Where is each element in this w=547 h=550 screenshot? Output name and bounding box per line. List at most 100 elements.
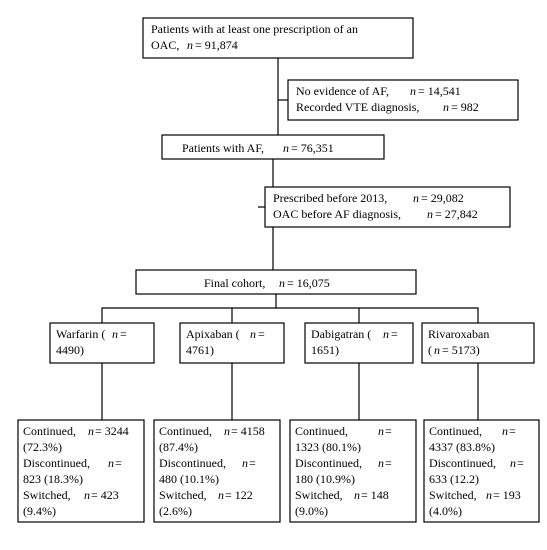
node-excl1-text-5: = 982 <box>451 100 479 114</box>
node-apix_out-text-5: n <box>242 456 248 470</box>
node-excl1-text-1: n <box>410 84 416 98</box>
node-dabi-text-3: 1651) <box>311 343 339 357</box>
node-excl2: Prescribed before 2013, n = 29,082 OAC be… <box>265 187 510 227</box>
node-excl1-text-0: No evidence of AF, <box>296 84 389 98</box>
node-dabi_out-text-5: n <box>378 456 384 470</box>
node-excl2-text-2: = 29,082 <box>421 191 464 205</box>
patient-flowchart: Patients with at least one prescription … <box>0 0 547 550</box>
node-excl1-text-2: = 14,541 <box>418 84 461 98</box>
node-warf-text-1: n <box>112 327 118 341</box>
node-dabi_out-text-2: = <box>385 424 392 438</box>
node-dabi_out-text-8: Switched, <box>295 488 343 502</box>
node-riva_out-text-7: 633 (12.2) <box>429 472 479 486</box>
node-apix_out-text-9: n <box>218 488 224 502</box>
node-apix_out-text-6: = <box>249 456 256 470</box>
node-excl2-text-4: n <box>427 207 433 221</box>
node-apix: Apixaban ( n = 4761) <box>180 323 284 363</box>
node-apix_out-text-0: Continued, <box>159 424 212 438</box>
node-apix_out-text-3: (87.4%) <box>159 440 198 454</box>
node-riva_out-text-6: = <box>517 456 524 470</box>
node-warf_out-text-9: n <box>84 488 90 502</box>
node-apix_out-text-7: 480 (10.1%) <box>159 472 219 486</box>
node-apix_out: Continued, n = 4158(87.4%)Discontinued, … <box>154 420 280 522</box>
node-dabi_out-text-9: n <box>354 488 360 502</box>
node-riva_out-text-1: n <box>502 424 508 438</box>
node-warf_out-text-7: 823 (18.3%) <box>23 472 83 486</box>
node-dabi_out: Continued, n =1323 (80.1%)Discontinued, … <box>290 420 416 522</box>
node-apix_out-text-1: n <box>224 424 230 438</box>
node-warf: Warfarin ( n = 4490) <box>50 323 154 363</box>
node-warf_out: Continued, n = 3244(72.3%)Discontinued, … <box>18 420 144 522</box>
node-dabi_out-text-4: Discontinued, <box>295 456 362 470</box>
node-excl1: No evidence of AF, n = 14,541 Recorded VT… <box>288 80 518 120</box>
node-warf-text-2: = <box>120 327 127 341</box>
node-root-text-0: Patients with at least one prescription … <box>151 22 358 36</box>
node-riva_out-text-10: = 193 <box>493 488 521 502</box>
node-dabi_out-text-1: n <box>378 424 384 438</box>
node-final: Final cohort, n = 16,075 <box>136 270 416 294</box>
node-riva_out-text-5: n <box>510 456 516 470</box>
node-dabi_out-text-7: 180 (10.9%) <box>295 472 355 486</box>
node-excl1-text-4: n <box>443 100 449 114</box>
node-riva_out-text-0: Continued, <box>429 424 482 438</box>
node-apix-text-0: Apixaban ( <box>186 327 240 341</box>
node-af: Patients with AF, n = 76,351 <box>162 135 384 159</box>
node-excl2-text-3: OAC before AF diagnosis, <box>273 207 401 221</box>
node-apix_out-text-10: = 122 <box>225 488 253 502</box>
node-excl1-text-3: Recorded VTE diagnosis, <box>296 100 419 114</box>
node-dabi: Dabigatran ( n = 1651) <box>305 323 413 363</box>
node-excl2-text-0: Prescribed before 2013, <box>273 191 387 205</box>
node-dabi_out-text-6: = <box>385 456 392 470</box>
node-riva: Rivaroxaban (n = 5173) <box>422 323 534 363</box>
node-warf_out-text-6: = <box>115 456 122 470</box>
node-dabi-text-1: n <box>383 327 389 341</box>
node-dabi-text-2: = <box>391 327 398 341</box>
node-warf_out-text-11: (9.4%) <box>23 504 56 518</box>
node-apix_out-text-8: Switched, <box>159 488 207 502</box>
node-warf_out-text-2: = 3244 <box>95 424 129 438</box>
node-dabi_out-text-11: (9.0%) <box>295 504 328 518</box>
node-final-text-2: = 16,075 <box>287 276 330 290</box>
node-root-text-1: OAC, <box>151 38 179 52</box>
node-dabi_out-text-10: = 148 <box>361 488 389 502</box>
node-warf_out-text-5: n <box>108 456 114 470</box>
node-warf-text-0: Warfarin ( <box>56 327 105 341</box>
node-warf_out-text-3: (72.3%) <box>23 440 62 454</box>
node-riva_out-text-2: = <box>509 424 516 438</box>
node-warf_out-text-4: Discontinued, <box>23 456 90 470</box>
node-riva-text-1: ( <box>428 343 432 357</box>
node-root-text-2: n <box>187 38 193 52</box>
node-dabi-text-0: Dabigatran ( <box>311 327 371 341</box>
node-riva_out: Continued, n =4337 (83.8%)Discontinued, … <box>424 420 539 522</box>
node-af-text-2: = 76,351 <box>291 141 334 155</box>
node-excl2-text-5: = 27,842 <box>435 207 478 221</box>
node-riva_out-text-4: Discontinued, <box>429 456 496 470</box>
node-dabi_out-text-0: Continued, <box>295 424 348 438</box>
node-warf_out-text-10: = 423 <box>91 488 119 502</box>
node-riva-text-2: n <box>434 343 440 357</box>
node-warf_out-text-1: n <box>88 424 94 438</box>
node-apix_out-text-2: = 4158 <box>231 424 265 438</box>
node-af-text-1: n <box>283 141 289 155</box>
node-riva_out-text-11: (4.0%) <box>429 504 462 518</box>
node-warf_out-text-0: Continued, <box>23 424 76 438</box>
node-root-text-3: = 91,874 <box>195 38 238 52</box>
node-dabi_out-text-3: 1323 (80.1%) <box>295 440 361 454</box>
node-apix-text-3: 4761) <box>186 343 214 357</box>
node-riva_out-text-3: 4337 (83.8%) <box>429 440 495 454</box>
connector-4 <box>102 308 478 323</box>
node-riva-text-3: = 5173) <box>442 343 480 357</box>
node-final-text-1: n <box>279 276 285 290</box>
node-final-text-0: Final cohort, <box>204 276 265 290</box>
node-riva_out-text-9: n <box>486 488 492 502</box>
node-apix-text-1: n <box>250 327 256 341</box>
node-apix-text-2: = <box>258 327 265 341</box>
node-warf-text-3: 4490) <box>56 343 84 357</box>
node-warf_out-text-8: Switched, <box>23 488 71 502</box>
node-af-text-0: Patients with AF, <box>182 141 264 155</box>
node-riva_out-text-8: Switched, <box>429 488 477 502</box>
node-riva-text-0: Rivaroxaban <box>428 327 489 341</box>
node-excl2-text-1: n <box>413 191 419 205</box>
node-apix_out-text-4: Discontinued, <box>159 456 226 470</box>
node-root: Patients with at least one prescription … <box>143 18 413 58</box>
